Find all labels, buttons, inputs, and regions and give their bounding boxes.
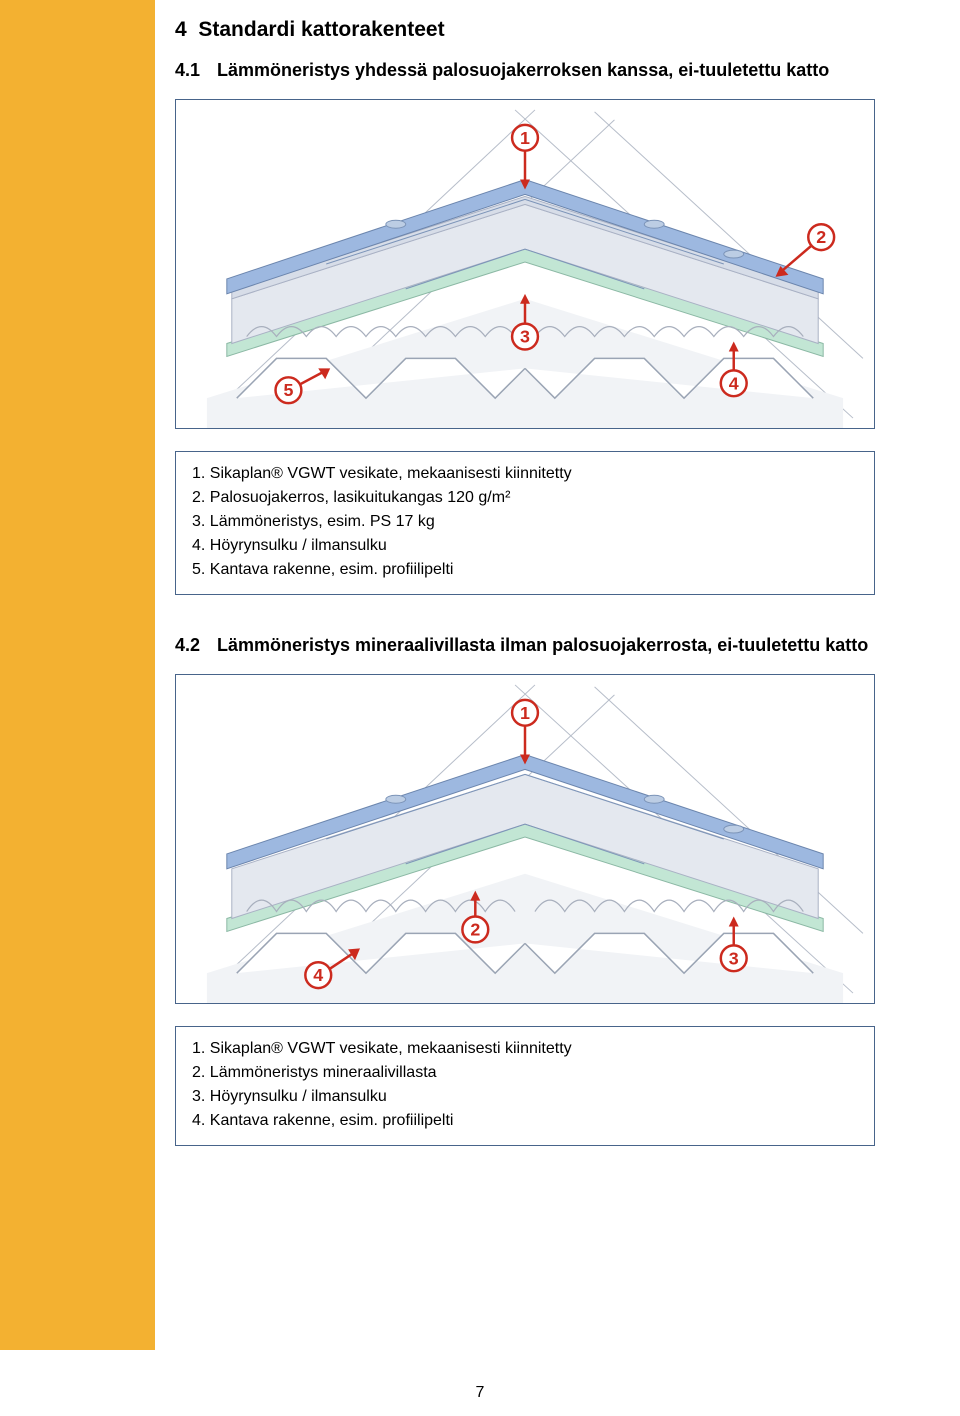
legend-item: 5. Kantava rakenne, esim. profiilipelti bbox=[192, 558, 858, 582]
section-number: 4.1 bbox=[175, 60, 217, 81]
legend-item: 1. Sikaplan® VGWT vesikate, mekaanisesti… bbox=[192, 462, 858, 486]
legend-4-1: 1. Sikaplan® VGWT vesikate, mekaanisesti… bbox=[175, 451, 875, 595]
page-content: 4 Standardi kattorakenteet 4.1 Lämmöneri… bbox=[175, 18, 895, 1146]
diagram-4-2: 1 2 3 4 bbox=[176, 675, 874, 1003]
legend-item: 1. Sikaplan® VGWT vesikate, mekaanisesti… bbox=[192, 1037, 858, 1061]
chapter-heading: 4 Standardi kattorakenteet bbox=[175, 18, 895, 42]
figure-4-1: 1 2 3 4 5 bbox=[175, 99, 875, 429]
legend-item: 4. Kantava rakenne, esim. profiilipelti bbox=[192, 1109, 858, 1133]
chapter-number: 4 bbox=[175, 18, 187, 41]
page-number: 7 bbox=[0, 1384, 960, 1402]
legend-item: 2. Lämmöneristys mineraalivillasta bbox=[192, 1061, 858, 1085]
legend-item: 3. Höyrynsulku / ilmansulku bbox=[192, 1085, 858, 1109]
legend-item: 3. Lämmöneristys, esim. PS 17 kg bbox=[192, 510, 858, 534]
callout-1: 1 bbox=[520, 703, 530, 723]
callout-3: 3 bbox=[520, 327, 530, 347]
section-number: 4.2 bbox=[175, 635, 217, 656]
legend-item: 2. Palosuojakerros, lasikuitukangas 120 … bbox=[192, 486, 858, 510]
callout-5: 5 bbox=[283, 380, 293, 400]
section-heading-4-2: 4.2 Lämmöneristys mineraalivillasta ilma… bbox=[175, 635, 895, 656]
callout-2: 2 bbox=[816, 227, 826, 247]
callout-4: 4 bbox=[313, 965, 323, 985]
callout-1: 1 bbox=[520, 128, 530, 148]
legend-4-2: 1. Sikaplan® VGWT vesikate, mekaanisesti… bbox=[175, 1026, 875, 1146]
callout-3: 3 bbox=[729, 948, 739, 968]
diagram-4-1: 1 2 3 4 5 bbox=[176, 100, 874, 428]
callout-4: 4 bbox=[729, 373, 739, 393]
chapter-title: Standardi kattorakenteet bbox=[198, 18, 444, 41]
section-title: Lämmöneristys mineraalivillasta ilman pa… bbox=[217, 635, 868, 656]
figure-4-2: 1 2 3 4 bbox=[175, 674, 875, 1004]
section-heading-4-1: 4.1 Lämmöneristys yhdessä palosuojakerro… bbox=[175, 60, 895, 81]
legend-item: 4. Höyrynsulku / ilmansulku bbox=[192, 534, 858, 558]
sidebar-accent bbox=[0, 0, 155, 1350]
callout-2: 2 bbox=[470, 919, 480, 939]
section-title: Lämmöneristys yhdessä palosuojakerroksen… bbox=[217, 60, 829, 81]
